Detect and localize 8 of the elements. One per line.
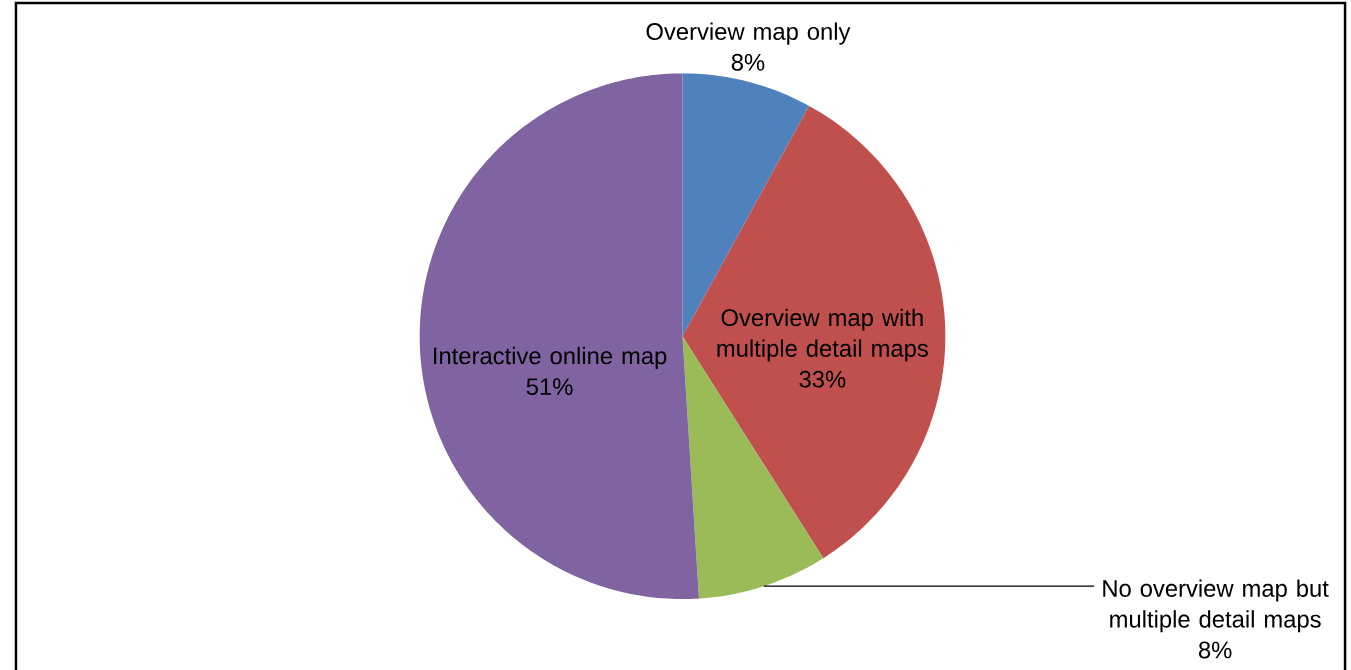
data-label: 33%: [799, 371, 846, 388]
slice-label: No overview map but multiple detail maps: [1103, 579, 1329, 633]
slice-label: Overview map with multiple detail maps: [717, 308, 928, 362]
data-label: 8%: [731, 54, 765, 71]
slice-label: Interactive online map: [434, 347, 667, 370]
data-label: 51%: [526, 378, 573, 396]
slice-label: Overview map only: [646, 22, 851, 45]
data-label: 8%: [1198, 641, 1232, 659]
